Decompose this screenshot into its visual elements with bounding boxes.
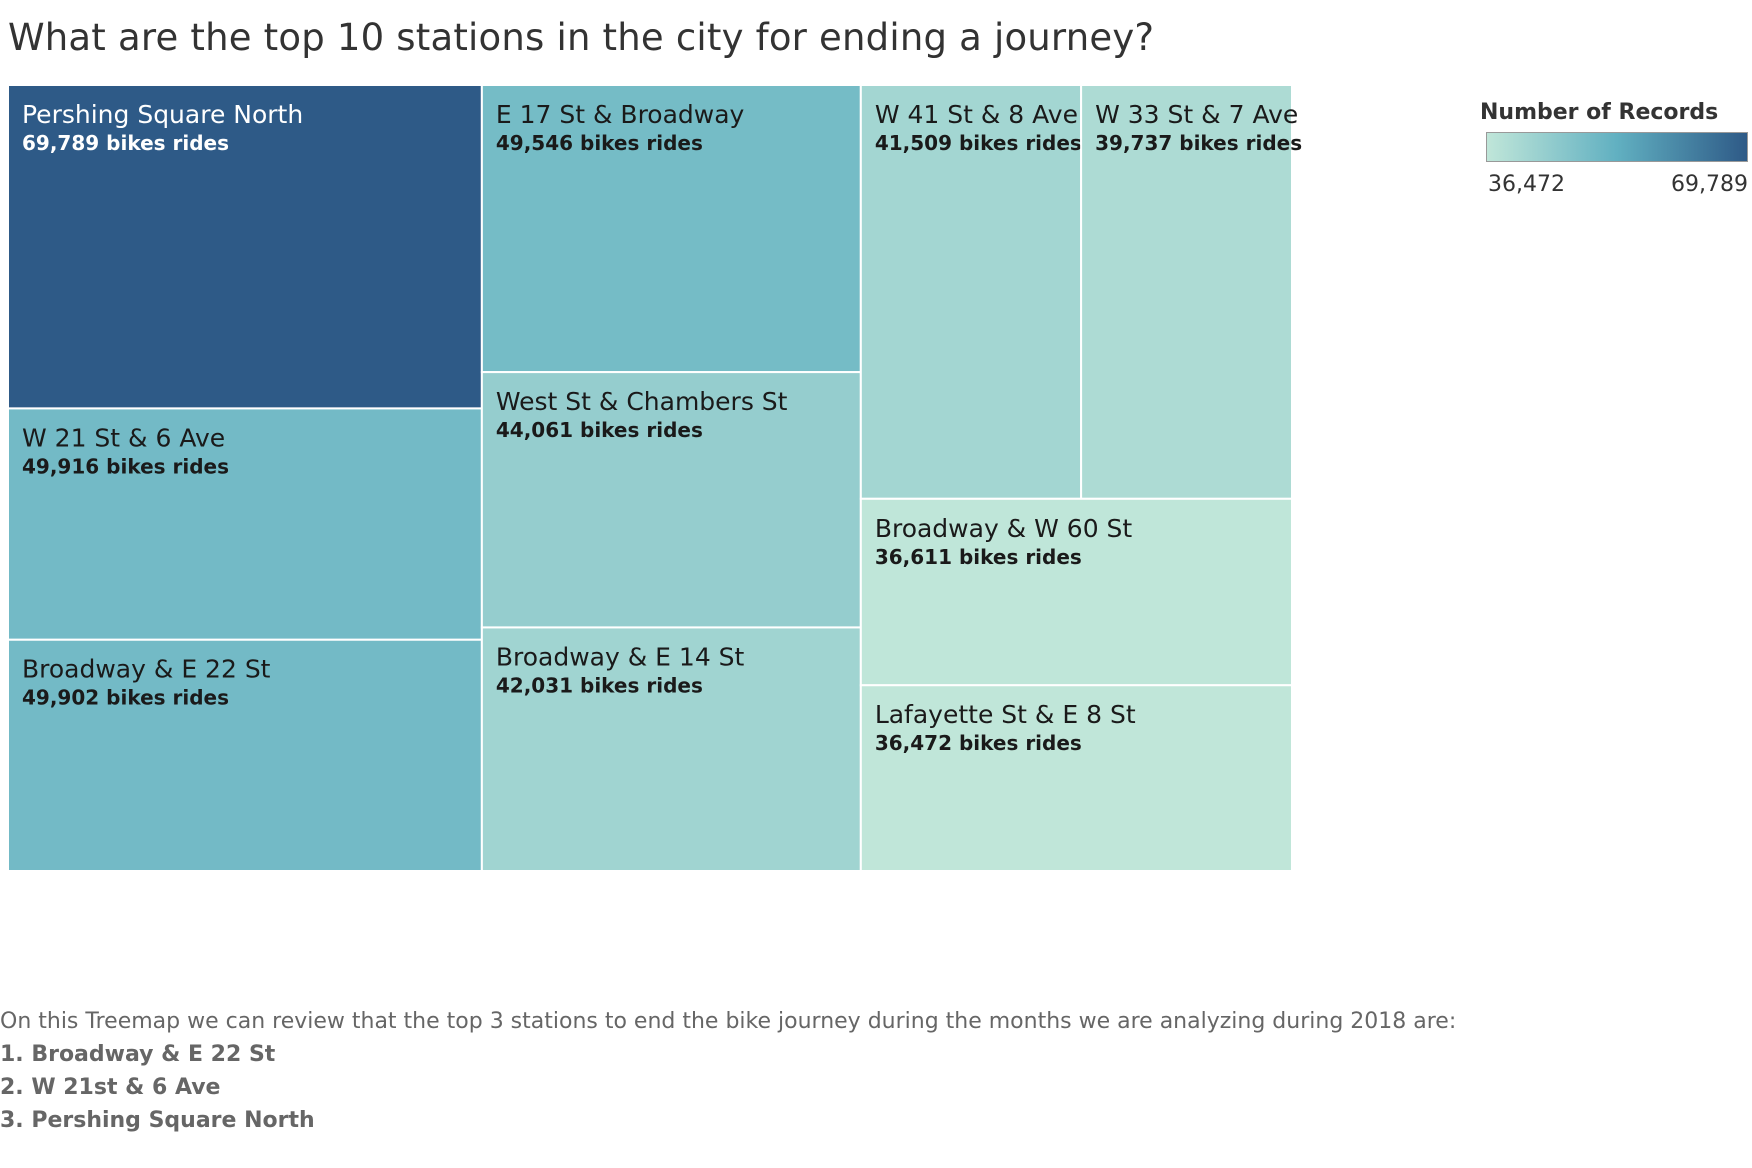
tile-name-label: W 33 St & 7 Ave (1095, 100, 1298, 129)
caption-list-item-2: 2. W 21st & 6 Ave (0, 1075, 221, 1100)
tile-value-label: 36,611 bikes rides (875, 545, 1082, 569)
tile-name-label: W 21 St & 6 Ave (22, 423, 225, 452)
caption-list-item-1: 1. Broadway & E 22 St (0, 1042, 276, 1067)
tile-value-label: 49,916 bikes rides (22, 454, 229, 478)
treemap-rect[interactable] (480, 626, 862, 873)
tile-name-label: West St & Chambers St (496, 387, 788, 416)
legend-max-label: 69,789 (1671, 172, 1748, 197)
tile-name-label: Pershing Square North (22, 100, 303, 129)
tile-name-label: E 17 St & Broadway (496, 100, 745, 129)
tile-value-label: 69,789 bikes rides (22, 131, 229, 155)
caption-list-item-3: 3. Pershing Square North (0, 1108, 315, 1133)
treemap-rect[interactable] (7, 638, 483, 872)
tile-value-label: 49,902 bikes rides (22, 686, 229, 710)
legend-min-label: 36,472 (1488, 172, 1565, 197)
tile-value-label: 36,472 bikes rides (875, 731, 1082, 755)
legend-color-ramp (1486, 132, 1748, 162)
treemap-rect[interactable] (7, 84, 483, 410)
treemap-rect[interactable] (859, 684, 1293, 873)
tile-name-label: Broadway & W 60 St (875, 514, 1133, 543)
tile-value-label: 39,737 bikes rides (1095, 131, 1302, 155)
treemap-rect[interactable] (859, 84, 1083, 500)
tile-name-label: W 41 St & 8 Ave (875, 100, 1078, 129)
tile-value-label: 41,509 bikes rides (875, 131, 1082, 155)
treemap-rect[interactable] (1080, 84, 1293, 500)
tile-value-label: 42,031 bikes rides (496, 673, 703, 697)
treemap-rect[interactable] (480, 371, 862, 629)
treemap-rect[interactable] (480, 84, 862, 374)
tile-name-label: Broadway & E 14 St (496, 642, 745, 671)
tile-value-label: 49,546 bikes rides (496, 131, 703, 155)
chart-title: What are the top 10 stations in the city… (8, 16, 1155, 59)
treemap-rect[interactable] (859, 497, 1293, 687)
tile-value-label: 44,061 bikes rides (496, 418, 703, 442)
tile-name-label: Lafayette St & E 8 St (875, 700, 1136, 729)
tile-name-label: Broadway & E 22 St (22, 655, 271, 684)
caption-text: On this Treemap we can review that the t… (0, 1009, 1457, 1034)
caption: On this Treemap we can review that the t… (0, 1005, 1460, 1137)
legend-title: Number of Records (1480, 100, 1719, 125)
